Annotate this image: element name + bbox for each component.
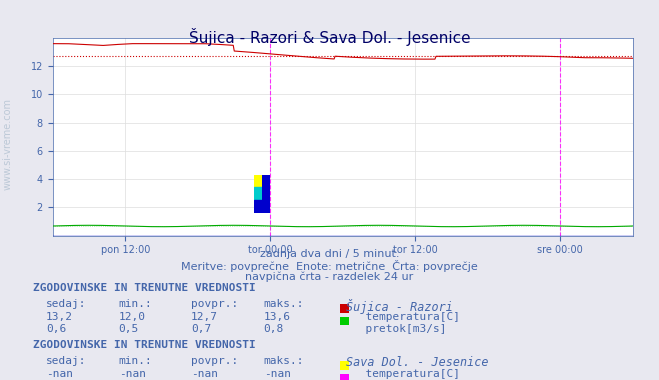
- Text: 0,7: 0,7: [191, 324, 212, 334]
- Text: Šujica - Razori: Šujica - Razori: [346, 299, 453, 314]
- Bar: [340, 317, 349, 325]
- Text: min.:: min.:: [119, 299, 152, 309]
- Text: 0,5: 0,5: [119, 324, 139, 334]
- Bar: [254, 200, 262, 213]
- Text: 12,7: 12,7: [191, 312, 218, 321]
- Text: 0,8: 0,8: [264, 324, 284, 334]
- Text: -nan: -nan: [119, 369, 146, 378]
- Text: Meritve: povprečne  Enote: metrične  Črta: povprečje: Meritve: povprečne Enote: metrične Črta:…: [181, 260, 478, 272]
- Text: 0,6: 0,6: [46, 324, 67, 334]
- Text: maks.:: maks.:: [264, 356, 304, 366]
- Text: min.:: min.:: [119, 356, 152, 366]
- Text: ZGODOVINSKE IN TRENUTNE VREDNOSTI: ZGODOVINSKE IN TRENUTNE VREDNOSTI: [33, 340, 256, 350]
- Text: pretok[m3/s]: pretok[m3/s]: [352, 324, 446, 334]
- Text: -nan: -nan: [264, 369, 291, 378]
- Text: povpr.:: povpr.:: [191, 356, 239, 366]
- Text: povpr.:: povpr.:: [191, 299, 239, 309]
- Text: -nan: -nan: [46, 369, 73, 378]
- Bar: [254, 187, 262, 200]
- Text: ZGODOVINSKE IN TRENUTNE VREDNOSTI: ZGODOVINSKE IN TRENUTNE VREDNOSTI: [33, 283, 256, 293]
- Text: 13,2: 13,2: [46, 312, 73, 321]
- Text: 12,0: 12,0: [119, 312, 146, 321]
- Text: navpična črta - razdelek 24 ur: navpična črta - razdelek 24 ur: [245, 272, 414, 282]
- Text: zadnja dva dni / 5 minut.: zadnja dva dni / 5 minut.: [260, 249, 399, 259]
- Text: 13,6: 13,6: [264, 312, 291, 321]
- Text: temperatura[C]: temperatura[C]: [352, 369, 460, 378]
- Text: sedaj:: sedaj:: [46, 299, 86, 309]
- Text: Sava Dol. - Jesenice: Sava Dol. - Jesenice: [346, 356, 488, 369]
- Bar: [262, 175, 270, 213]
- Text: sedaj:: sedaj:: [46, 356, 86, 366]
- Text: Šujica - Razori & Sava Dol. - Jesenice: Šujica - Razori & Sava Dol. - Jesenice: [188, 28, 471, 46]
- Bar: [340, 361, 349, 370]
- Bar: [340, 304, 349, 313]
- Text: temperatura[C]: temperatura[C]: [352, 312, 460, 321]
- Text: www.si-vreme.com: www.si-vreme.com: [3, 98, 13, 190]
- Bar: [254, 175, 262, 187]
- Bar: [340, 374, 349, 380]
- Text: -nan: -nan: [191, 369, 218, 378]
- Text: maks.:: maks.:: [264, 299, 304, 309]
